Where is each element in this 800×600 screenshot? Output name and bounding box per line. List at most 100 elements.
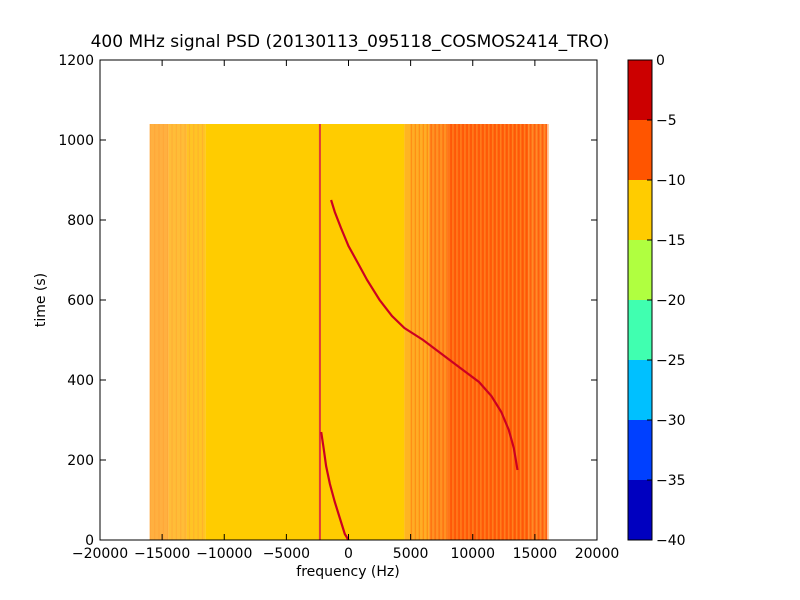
heatmap-stripe xyxy=(434,124,436,540)
y-tick-label: 400 xyxy=(67,373,94,389)
x-tick-label: 5000 xyxy=(393,546,429,562)
y-tick-label: 1000 xyxy=(58,133,94,149)
heatmap-stripe xyxy=(547,124,549,540)
heatmap-stripe xyxy=(460,124,462,540)
heatmap-stripe xyxy=(175,124,177,540)
heatmap-stripe xyxy=(506,124,508,540)
heatmap-stripe xyxy=(515,124,518,540)
heatmap-stripe xyxy=(539,124,542,540)
heatmap-stripe xyxy=(478,124,480,540)
heatmap-stripe xyxy=(428,124,430,540)
heatmap-stripe xyxy=(470,124,472,540)
y-tick-label: 800 xyxy=(67,213,94,229)
heatmap-stripe xyxy=(474,124,476,540)
colorbar-frame xyxy=(627,59,653,541)
y-tick-label: 200 xyxy=(67,453,94,469)
colorbar-tick-label: −5 xyxy=(656,113,677,129)
heatmap-stripe xyxy=(488,124,490,540)
heatmap-stripe xyxy=(492,124,494,540)
heatmap-stripe xyxy=(197,124,199,540)
x-tick-label: −15000 xyxy=(134,546,190,562)
x-tick-label: 20000 xyxy=(575,546,620,562)
colorbar-tick-label: −15 xyxy=(656,233,686,249)
colorbar-segment xyxy=(628,300,652,360)
heatmap-stripe xyxy=(448,124,450,540)
heatmap-stripe xyxy=(418,124,421,540)
colorbar-segment xyxy=(628,420,652,480)
colorbar-tick-label: −20 xyxy=(656,293,686,309)
heatmap-stripe xyxy=(446,124,448,540)
heatmap-stripe xyxy=(422,124,425,540)
x-tick-label: −5000 xyxy=(263,546,310,562)
colorbar-segment xyxy=(628,180,652,240)
heatmap-stripe xyxy=(508,124,510,540)
heatmap-stripe xyxy=(171,124,173,540)
heatmap-stripe xyxy=(496,124,498,540)
colorbar-tick-label: −25 xyxy=(656,353,686,369)
heatmap-stripe xyxy=(517,124,520,540)
heatmap-stripe xyxy=(494,124,496,540)
colorbar-segment xyxy=(628,120,652,180)
heatmap-stripe xyxy=(533,124,536,540)
heatmap-stripe xyxy=(158,124,160,540)
colorbar-segment xyxy=(628,60,652,120)
x-axis-label: frequency (Hz) xyxy=(296,564,399,580)
x-tick-label: 10000 xyxy=(450,546,495,562)
heatmap-stripe xyxy=(462,124,464,540)
heatmap-stripe xyxy=(454,124,456,540)
heatmap-stripe xyxy=(149,124,151,540)
heatmap-band xyxy=(168,124,187,540)
chart-title: 400 MHz signal PSD (20130113_095118_COSM… xyxy=(91,32,610,52)
colorbar-segment xyxy=(628,360,652,420)
heatmap-band xyxy=(149,124,169,540)
y-tick-label: 1200 xyxy=(58,53,94,69)
doppler-curve-upper xyxy=(330,199,519,471)
heatmap-stripe xyxy=(476,124,478,540)
heatmap-stripe xyxy=(420,124,422,540)
x-tick-label: 15000 xyxy=(513,546,558,562)
colorbar-tick-label: −35 xyxy=(656,473,686,489)
heatmap-stripe xyxy=(162,124,164,540)
heatmap-stripe xyxy=(523,124,526,540)
heatmap-stripe xyxy=(490,124,492,540)
heatmap-stripe xyxy=(480,124,482,540)
heatmap-stripe xyxy=(500,124,502,540)
heatmap-stripe xyxy=(512,124,514,540)
doppler-curve-lower xyxy=(320,431,350,541)
x-tick-label: 0 xyxy=(344,546,353,562)
heatmap-stripe xyxy=(188,124,191,540)
heatmap-stripe xyxy=(529,124,532,540)
heatmap-stripe xyxy=(482,124,484,540)
colorbar-tick-label: −10 xyxy=(656,173,686,189)
heatmap-stripe xyxy=(535,124,538,540)
heatmap-stripe xyxy=(412,124,414,540)
heatmap-band xyxy=(404,124,430,540)
heatmap-stripe xyxy=(525,124,528,540)
y-tick-label: 600 xyxy=(67,293,94,309)
heatmap-stripe xyxy=(436,124,438,540)
heatmap-stripe xyxy=(545,124,548,540)
heatmap-stripe xyxy=(519,124,522,540)
heatmap xyxy=(149,124,549,541)
heatmap-stripe xyxy=(414,124,417,540)
heatmap-stripe xyxy=(450,124,452,540)
heatmap-stripe xyxy=(440,124,442,540)
heatmap-stripe xyxy=(432,124,434,540)
heatmap-band xyxy=(429,124,448,540)
heatmap-stripe xyxy=(154,124,156,540)
heatmap-stripe xyxy=(537,124,540,540)
x-tick-label: −20000 xyxy=(72,546,128,562)
heatmap-stripe xyxy=(416,124,418,540)
colorbar-tick-label: −30 xyxy=(656,413,686,429)
heatmap-stripe xyxy=(456,124,458,540)
heatmap-stripe xyxy=(543,124,546,540)
heatmap-stripe xyxy=(472,124,474,540)
colorbar-tick-label: 0 xyxy=(656,53,665,69)
heatmap-stripe xyxy=(484,124,486,540)
heatmap-stripe xyxy=(466,124,468,540)
x-axis-ticks: −20000 −15000 −10000 −5000 0 5000 10000 15000 20… xyxy=(72,60,619,562)
heatmap-stripe xyxy=(193,124,195,540)
colorbar: −40 −35 −30 −25 −20 −15 −10 −5 0 xyxy=(628,53,686,549)
y-axis-label: time (s) xyxy=(33,273,49,327)
